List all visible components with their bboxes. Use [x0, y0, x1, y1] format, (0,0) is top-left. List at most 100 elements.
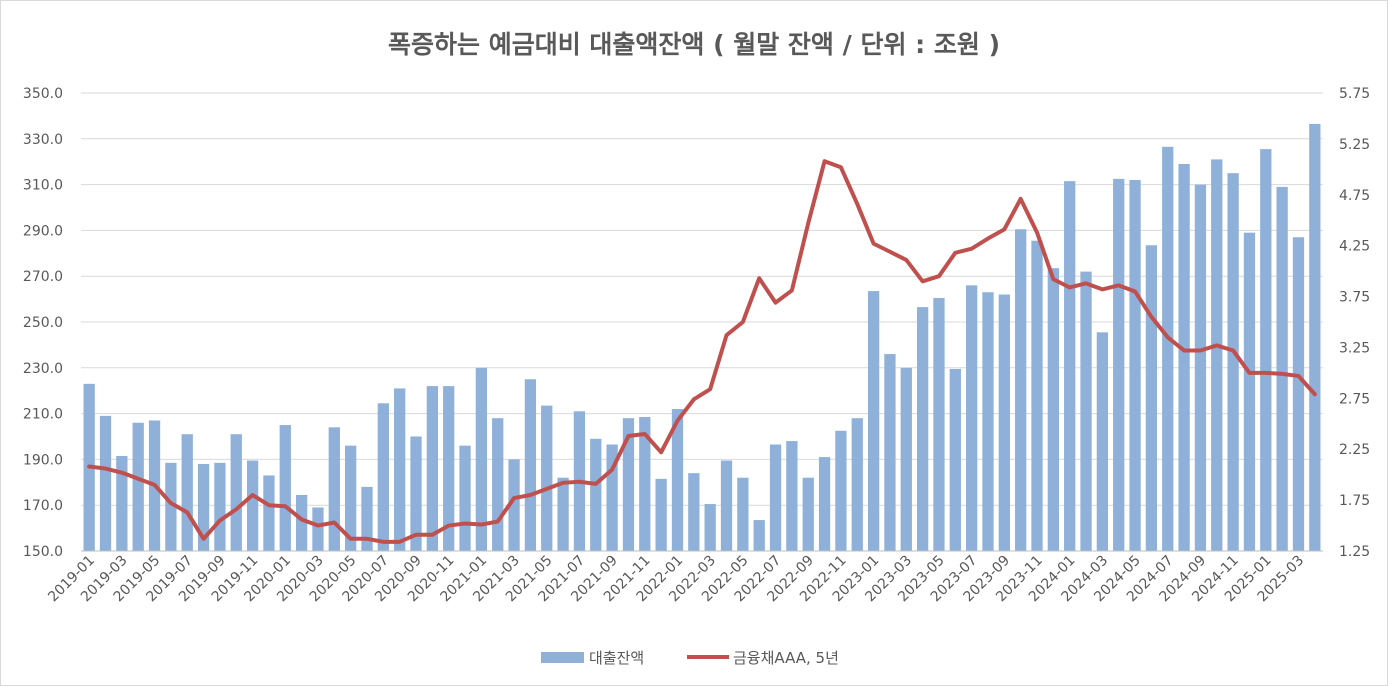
bar [492, 418, 504, 551]
bar [132, 422, 144, 551]
left-tick-label: 350.0 [23, 86, 63, 102]
bar [410, 436, 422, 551]
bar [1211, 159, 1223, 551]
bar [671, 409, 684, 551]
bar [1292, 237, 1305, 551]
bar [884, 354, 896, 551]
bar [900, 367, 912, 551]
bar [720, 460, 733, 551]
bar [1129, 180, 1141, 551]
bar [426, 386, 438, 551]
bar [1227, 173, 1239, 551]
bar [818, 457, 831, 551]
bar [1064, 181, 1076, 552]
bar [475, 367, 488, 551]
chart-title: 폭증하는 예금대비 대출액잔액 ( 월말 잔액 / 단위 : 조원 ) [388, 30, 1000, 59]
left-tick-label: 190.0 [23, 452, 63, 468]
left-y-axis: 150.0 170.0 190.0 210.0 230.0 250.0 270.0 290.0… [23, 86, 63, 560]
bar [1080, 271, 1092, 551]
right-y-axis: 1.25 1.75 2.25 2.75 3.25 3.75 4.25 4.75 5.25 5.75 [1339, 86, 1370, 560]
bar [786, 441, 798, 551]
bar [802, 477, 814, 551]
bar [524, 379, 537, 551]
left-tick-label: 330.0 [23, 132, 63, 148]
right-tick-label: 4.75 [1339, 188, 1370, 204]
bar [443, 386, 455, 551]
bar [197, 463, 210, 551]
bar [377, 403, 389, 551]
left-tick-label: 230.0 [23, 361, 63, 377]
series-line [87, 159, 1317, 544]
bar [1194, 184, 1207, 551]
bar [459, 445, 471, 551]
right-tick-label: 3.75 [1339, 290, 1370, 306]
bar [998, 294, 1010, 551]
left-tick-label: 210.0 [23, 407, 63, 423]
bar [312, 507, 324, 551]
bar [639, 417, 651, 551]
right-tick-label: 5.25 [1339, 137, 1370, 153]
left-tick-label: 270.0 [23, 269, 63, 285]
bar [1113, 178, 1125, 551]
bar [230, 434, 242, 551]
right-tick-label: 3.25 [1339, 340, 1370, 356]
bar [1031, 240, 1043, 551]
bar [933, 297, 945, 551]
bar [345, 445, 357, 551]
bar [590, 438, 602, 551]
bar [165, 462, 177, 551]
bar [557, 477, 569, 551]
bar [1162, 146, 1174, 551]
bar [606, 444, 618, 551]
left-tick-label: 290.0 [23, 223, 63, 239]
bar [508, 459, 520, 551]
bar [737, 477, 749, 551]
right-tick-label: 1.25 [1339, 544, 1370, 560]
bar [246, 460, 259, 551]
bar [1178, 163, 1190, 552]
bar [361, 486, 373, 551]
bar [655, 478, 667, 551]
bar [263, 475, 275, 551]
bar [867, 291, 880, 551]
bar [688, 473, 700, 551]
left-tick-label: 170.0 [23, 498, 63, 514]
bar [328, 427, 340, 551]
bar [1260, 149, 1272, 552]
bar [966, 285, 978, 551]
bar [1309, 123, 1321, 551]
bar [622, 418, 635, 551]
bar [753, 520, 765, 551]
bar [949, 368, 961, 551]
legend-swatch-bar [541, 652, 584, 663]
bar [394, 388, 406, 551]
line-series [87, 159, 1317, 544]
bar [982, 292, 994, 551]
bar [851, 418, 863, 551]
bar [279, 425, 291, 551]
bar [99, 415, 112, 551]
bar [835, 430, 847, 551]
left-tick-label: 150.0 [23, 544, 63, 560]
right-tick-label: 4.25 [1339, 239, 1370, 255]
bar [704, 504, 716, 551]
legend-label-line: 금융채AAA, 5년 [733, 649, 839, 667]
right-tick-label: 2.25 [1339, 442, 1370, 458]
right-tick-label: 2.75 [1339, 391, 1370, 407]
right-tick-label: 1.75 [1339, 493, 1370, 509]
bar [116, 455, 128, 551]
legend-label-bar: 대출잔액 [589, 649, 644, 667]
left-tick-label: 310.0 [23, 178, 63, 194]
bar [1047, 268, 1059, 551]
bar [1243, 232, 1256, 551]
bar [1015, 229, 1027, 551]
bar [541, 405, 553, 551]
bar [1096, 332, 1109, 551]
bar [916, 307, 929, 551]
bar [295, 494, 308, 551]
legend: 대출잔액 금융채AAA, 5년 [541, 649, 839, 667]
left-tick-label: 250.0 [23, 315, 63, 331]
right-tick-label: 5.75 [1339, 86, 1370, 102]
